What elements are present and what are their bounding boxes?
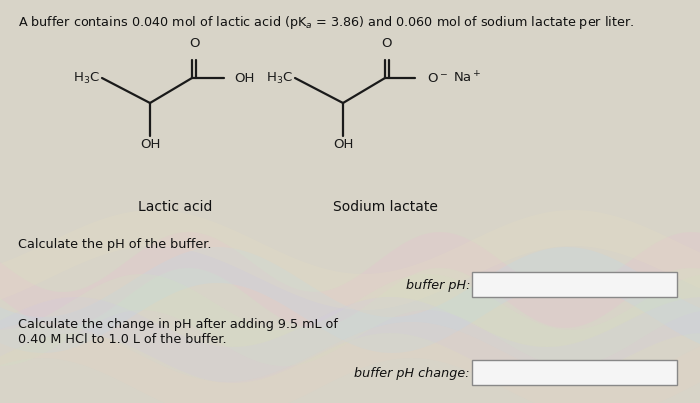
- Text: OH: OH: [234, 71, 254, 85]
- Text: buffer pH change:: buffer pH change:: [354, 366, 470, 380]
- Text: Na$^+$: Na$^+$: [453, 71, 482, 86]
- Text: 0.40 M HCl to 1.0 L of the buffer.: 0.40 M HCl to 1.0 L of the buffer.: [18, 333, 227, 346]
- Text: Sodium lactate: Sodium lactate: [332, 200, 438, 214]
- Text: OH: OH: [332, 138, 354, 151]
- Text: OH: OH: [140, 138, 160, 151]
- Text: A buffer contains 0.040 mol of lactic acid (pK$_a$ = 3.86) and 0.060 mol of sodi: A buffer contains 0.040 mol of lactic ac…: [18, 14, 634, 31]
- Text: Calculate the pH of the buffer.: Calculate the pH of the buffer.: [18, 238, 211, 251]
- Text: Lactic acid: Lactic acid: [138, 200, 212, 214]
- Text: H$_3$C: H$_3$C: [266, 71, 293, 85]
- Text: buffer pH:: buffer pH:: [405, 278, 470, 291]
- Text: Calculate the change in pH after adding 9.5 mL of: Calculate the change in pH after adding …: [18, 318, 338, 331]
- Text: O$^-$: O$^-$: [427, 71, 448, 85]
- FancyBboxPatch shape: [472, 360, 677, 385]
- Text: H$_3$C: H$_3$C: [73, 71, 100, 85]
- FancyBboxPatch shape: [472, 272, 677, 297]
- Text: O: O: [189, 37, 199, 50]
- Text: O: O: [382, 37, 392, 50]
